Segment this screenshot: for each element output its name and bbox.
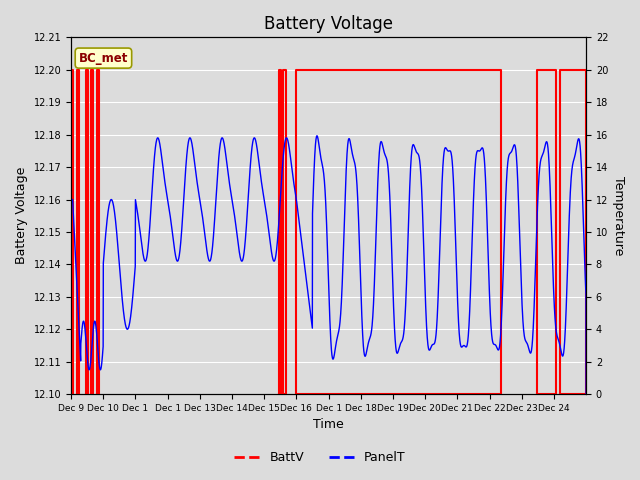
- Y-axis label: Battery Voltage: Battery Voltage: [15, 167, 28, 264]
- Text: BC_met: BC_met: [79, 52, 128, 65]
- Title: Battery Voltage: Battery Voltage: [264, 15, 393, 33]
- Y-axis label: Temperature: Temperature: [612, 176, 625, 255]
- X-axis label: Time: Time: [313, 419, 344, 432]
- Legend: BattV, PanelT: BattV, PanelT: [229, 446, 411, 469]
